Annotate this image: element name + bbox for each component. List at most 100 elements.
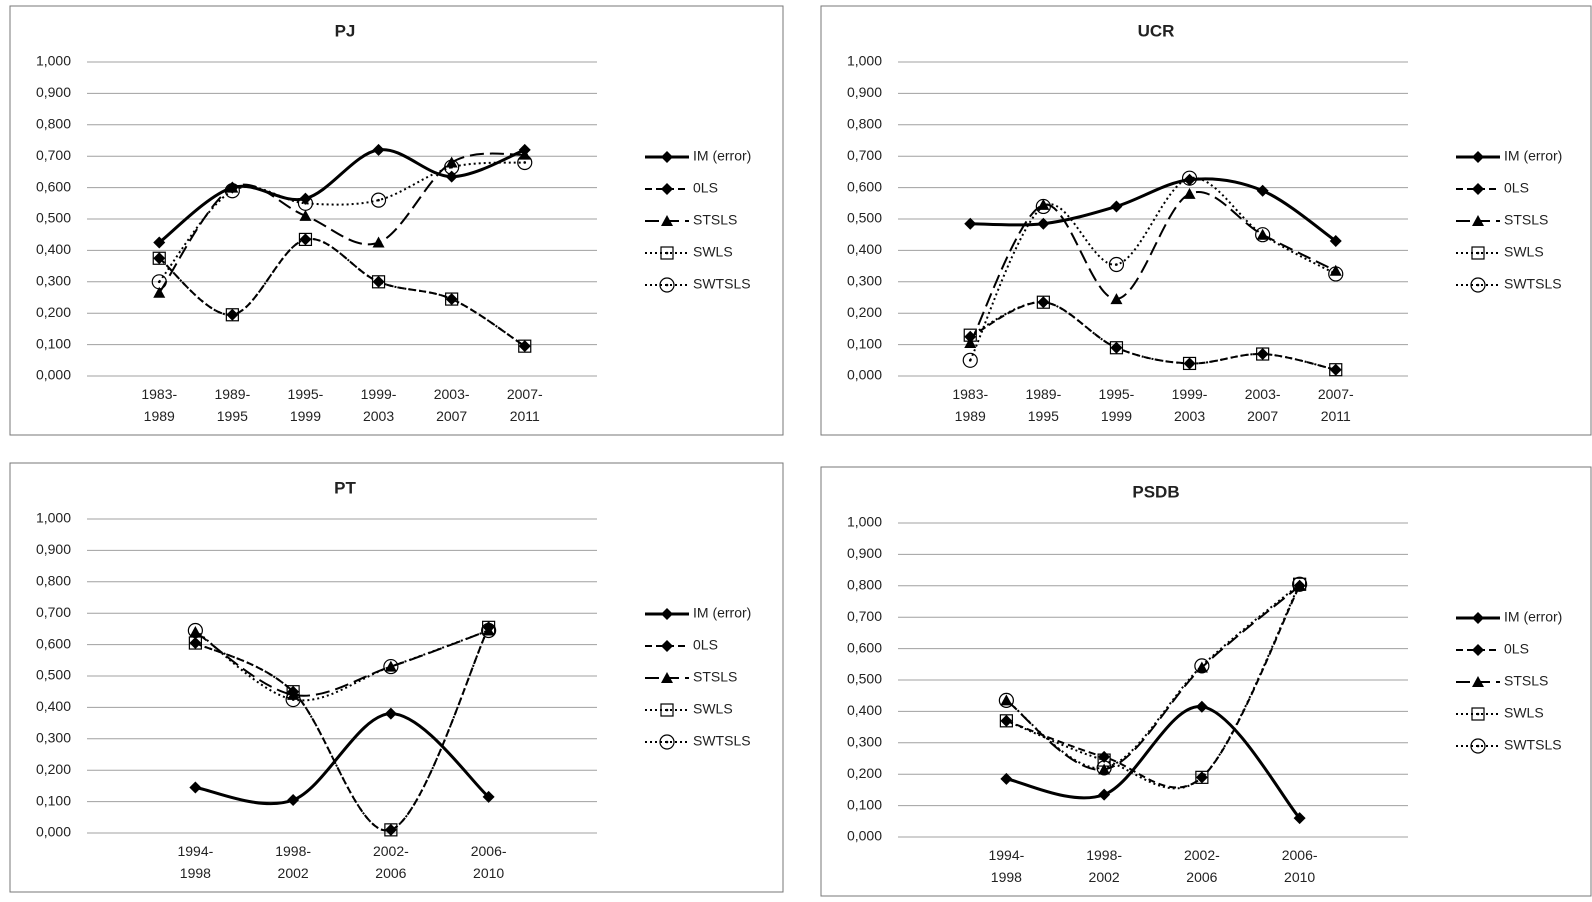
marker-dot xyxy=(157,280,161,284)
legend-label: SWLS xyxy=(693,701,733,717)
marker xyxy=(1183,187,1196,199)
y-tick-label: 1,000 xyxy=(847,53,882,69)
marker-dot xyxy=(450,297,453,301)
series-line xyxy=(1005,583,1301,770)
x-tick-label: 1983-1989 xyxy=(141,386,177,424)
series-line xyxy=(194,629,489,702)
marker xyxy=(518,339,532,353)
x-tick-label: 2006-2010 xyxy=(471,843,507,881)
marker-dot xyxy=(1298,582,1301,586)
marker xyxy=(1292,576,1308,592)
series-line xyxy=(195,712,490,806)
marker xyxy=(1182,356,1197,371)
panel: PSDB 0,000 0,100 0,200 0,300 0,400 0,500 0,600 0… xyxy=(820,466,1592,897)
marker xyxy=(1256,347,1270,361)
y-tick-label: 0,900 xyxy=(36,541,71,557)
marker xyxy=(298,232,313,247)
marker-dot xyxy=(1188,362,1191,365)
y-tick-label: 0,300 xyxy=(36,730,71,746)
x-tick-label: 2007-2011 xyxy=(1318,386,1354,424)
marker-dot xyxy=(1042,205,1045,208)
series-line xyxy=(194,629,489,697)
y-tick-label: 0,400 xyxy=(36,698,71,714)
y-tick-label: 0,700 xyxy=(847,608,882,624)
marker xyxy=(1329,363,1343,377)
y-tick-label: 0,800 xyxy=(847,577,882,593)
y-tick-label: 0,000 xyxy=(36,367,71,383)
marker-dot xyxy=(231,189,234,193)
marker xyxy=(189,781,202,794)
y-tick-label: 0,500 xyxy=(847,210,882,226)
legend-label: SWLS xyxy=(693,244,733,260)
marker xyxy=(963,328,977,342)
marker xyxy=(1194,658,1210,674)
marker xyxy=(1181,170,1198,186)
marker xyxy=(1110,200,1123,213)
marker-dot xyxy=(487,629,490,632)
y-tick-label: 0,400 xyxy=(847,241,882,257)
marker xyxy=(384,823,398,837)
y-tick-label: 0,600 xyxy=(847,178,882,194)
y-tick-label: 0,200 xyxy=(36,304,71,320)
marker-dot xyxy=(1005,719,1008,723)
marker xyxy=(481,622,497,639)
marker xyxy=(371,275,386,289)
y-tick-label: 0,000 xyxy=(847,367,882,383)
marker xyxy=(370,192,387,208)
marker xyxy=(964,217,977,230)
x-tick-label: 1998-2002 xyxy=(275,843,311,881)
series-line xyxy=(1006,585,1301,789)
x-tick-label: 1994-1998 xyxy=(177,843,213,881)
marker-dot xyxy=(1476,744,1480,748)
marker xyxy=(299,209,312,221)
marker-dot xyxy=(1476,712,1480,716)
marker xyxy=(1098,788,1111,801)
y-tick-label: 0,700 xyxy=(36,147,71,163)
marker xyxy=(661,640,673,652)
marker xyxy=(1110,293,1123,305)
legend-label: 0LS xyxy=(1504,180,1529,196)
marker-dot xyxy=(665,283,669,287)
marker xyxy=(1096,760,1112,776)
marker-dot xyxy=(523,161,527,164)
marker-dot xyxy=(194,641,197,645)
x-tick-label: 1989-1995 xyxy=(214,386,250,424)
marker xyxy=(225,308,239,322)
marker xyxy=(661,215,673,226)
marker-dot xyxy=(304,238,307,241)
x-tick-label: 1994-1998 xyxy=(988,847,1024,885)
marker xyxy=(153,286,166,298)
series-line xyxy=(969,301,1336,371)
marker xyxy=(1329,234,1342,247)
series-line xyxy=(970,177,1337,243)
x-tick-label: 1998-2002 xyxy=(1086,847,1122,885)
y-tick-label: 0,000 xyxy=(847,828,882,844)
marker xyxy=(1472,612,1484,624)
marker-dot xyxy=(1261,233,1264,236)
y-tick-label: 0,500 xyxy=(847,671,882,687)
y-tick-label: 0,600 xyxy=(36,635,71,651)
chart-title: PSDB xyxy=(1132,482,1179,501)
marker xyxy=(1471,707,1485,721)
marker xyxy=(660,703,674,717)
marker xyxy=(661,672,673,683)
marker xyxy=(1195,770,1209,784)
marker-dot xyxy=(1334,368,1338,372)
y-tick-label: 0,800 xyxy=(36,116,71,132)
marker xyxy=(661,151,673,163)
chart-title: PT xyxy=(334,478,356,497)
marker xyxy=(299,192,312,205)
y-tick-label: 0,600 xyxy=(36,178,71,194)
marker xyxy=(1036,295,1050,309)
marker xyxy=(1470,738,1486,754)
marker-dot xyxy=(1261,352,1264,356)
marker-dot xyxy=(1115,346,1118,350)
y-tick-label: 0,900 xyxy=(36,84,71,100)
marker xyxy=(998,692,1014,709)
marker xyxy=(482,790,495,803)
y-tick-label: 1,000 xyxy=(36,53,71,69)
x-tick-label: 2003-2007 xyxy=(434,386,470,424)
y-tick-label: 1,000 xyxy=(36,510,71,526)
marker-dot xyxy=(377,280,380,284)
